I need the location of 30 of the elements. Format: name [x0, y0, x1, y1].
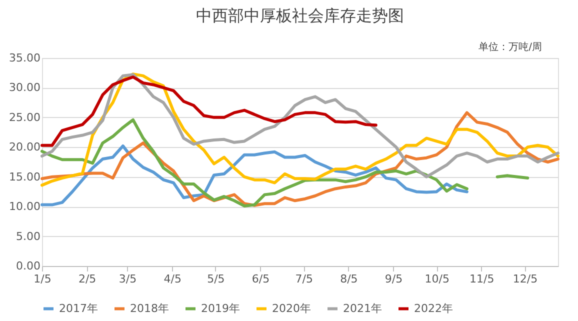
x-tick-label: 2/5 [78, 272, 96, 286]
x-tick-label: 4/5 [164, 272, 182, 286]
y-tick-label: 15.00 [9, 170, 40, 184]
text: 单位：万吨/周 [478, 41, 542, 53]
y-tick-label: 30.00 [9, 81, 40, 94]
line-series [40, 144, 468, 206]
y-tick-label: 0.00 [16, 260, 40, 272]
chart-title: 中西部中厚板社会库存走势图 [196, 6, 404, 25]
x-tick-label: 8/5 [340, 272, 358, 286]
legend-label: 2021年 [343, 302, 382, 315]
y-tick-label: 35.00 [9, 52, 40, 64]
x-tick-label: 12/5 [512, 272, 538, 286]
x-tick-label: 5/5 [207, 272, 225, 286]
x-tick-label: 6/5 [252, 272, 270, 286]
y-tick-label: 10.00 [9, 200, 40, 214]
legend-label: 2020年 [272, 302, 311, 315]
y-tick-label: 25.00 [9, 110, 40, 124]
legend-label: 2017年 [59, 302, 98, 315]
x-tick-label: 11/5 [470, 272, 494, 286]
y-tick-label: 5.00 [16, 230, 40, 243]
x-tick-label: 9/5 [384, 272, 403, 286]
x-tick-label: 10/5 [424, 272, 450, 286]
x-tick-label: 3/5 [118, 272, 137, 286]
x-tick-label: 1/5 [34, 272, 52, 286]
line-series [40, 76, 378, 147]
x-tick-label: 7/5 [295, 272, 313, 286]
legend-label: 2019年 [201, 302, 240, 315]
legend-label: 2022年 [414, 302, 453, 315]
y-tick-label: 20.00 [9, 140, 40, 154]
legend-label: 2018年 [130, 302, 169, 315]
